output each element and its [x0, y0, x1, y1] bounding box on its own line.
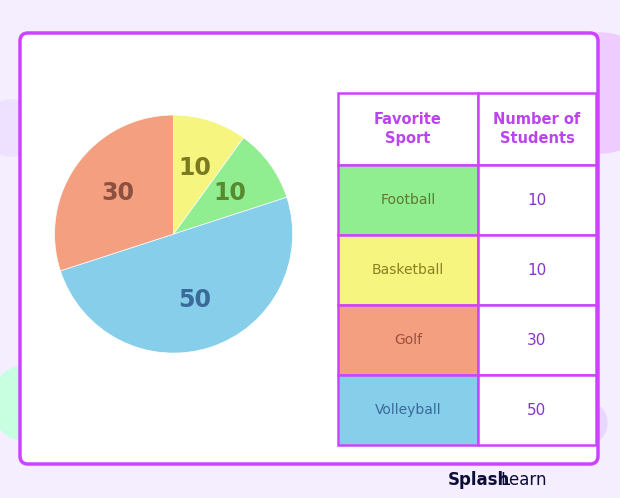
Text: Football: Football	[381, 193, 436, 207]
Circle shape	[25, 400, 85, 460]
Text: 50: 50	[179, 288, 211, 312]
Text: 10: 10	[528, 193, 547, 208]
Wedge shape	[174, 138, 287, 234]
Text: Basketball: Basketball	[372, 263, 444, 277]
FancyBboxPatch shape	[338, 235, 478, 305]
Text: 50: 50	[528, 402, 547, 417]
Text: Learn: Learn	[500, 471, 546, 489]
Wedge shape	[174, 115, 244, 234]
Circle shape	[540, 33, 620, 153]
Text: Volleyball: Volleyball	[374, 403, 441, 417]
Text: 10: 10	[213, 181, 246, 206]
Text: Favorite
Sport: Favorite Sport	[374, 112, 442, 146]
Text: 10: 10	[179, 156, 211, 180]
Text: 10: 10	[528, 262, 547, 277]
FancyBboxPatch shape	[20, 33, 598, 464]
Text: 30: 30	[101, 181, 135, 206]
FancyBboxPatch shape	[338, 165, 478, 235]
FancyBboxPatch shape	[338, 305, 478, 375]
Text: 30: 30	[528, 333, 547, 348]
Wedge shape	[60, 197, 293, 353]
FancyBboxPatch shape	[478, 93, 596, 165]
Circle shape	[563, 401, 607, 445]
Text: Splash: Splash	[448, 471, 510, 489]
FancyBboxPatch shape	[478, 235, 596, 305]
Circle shape	[0, 365, 66, 441]
FancyBboxPatch shape	[478, 375, 596, 445]
Wedge shape	[55, 115, 174, 271]
FancyBboxPatch shape	[338, 375, 478, 445]
FancyBboxPatch shape	[478, 305, 596, 375]
Circle shape	[0, 100, 40, 156]
FancyBboxPatch shape	[338, 93, 478, 165]
Text: Number of
Students: Number of Students	[494, 112, 580, 146]
FancyBboxPatch shape	[478, 165, 596, 235]
Text: Golf: Golf	[394, 333, 422, 347]
